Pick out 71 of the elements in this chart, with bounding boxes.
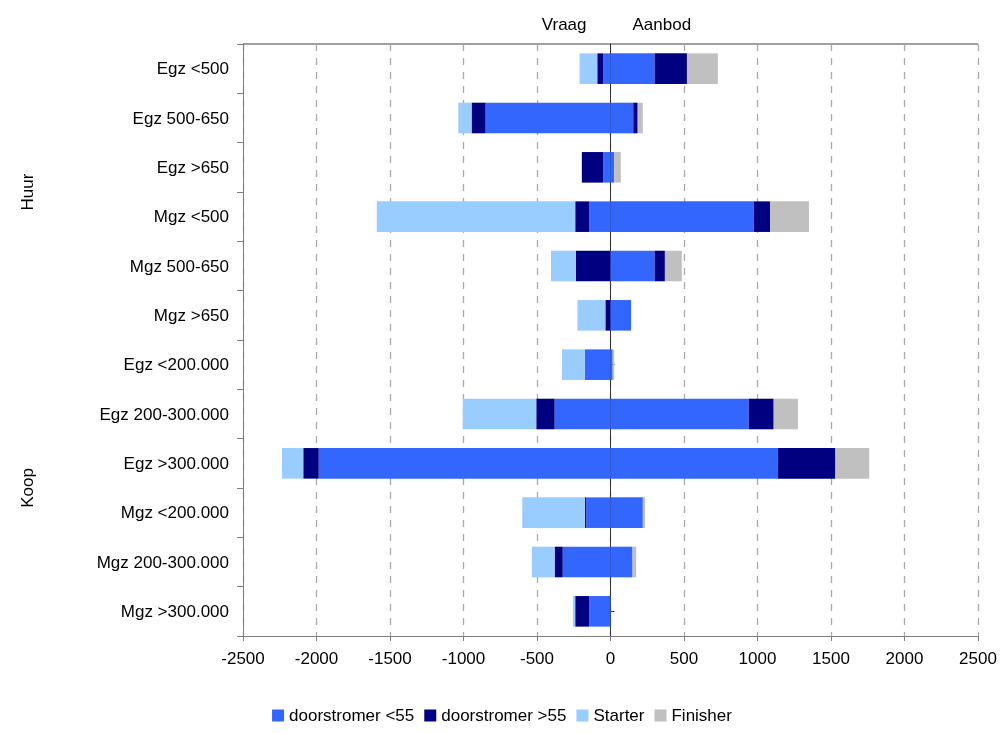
bar [605,300,611,331]
bar [654,250,665,282]
y-tick-label: Mgz 500-650 [129,256,229,276]
bar [610,250,655,282]
x-tick-label: 1000 [738,649,777,668]
y-tick-label: Egz 500-650 [132,108,229,128]
y-tick-label: Mgz 200-300.000 [96,552,229,572]
bar [577,300,606,331]
bar [633,102,638,134]
y-tick-label: Egz 200-300.000 [99,404,229,424]
bar [554,546,563,578]
y-tick-label: Mgz <200.000 [120,503,229,523]
bar [462,398,537,430]
legend-label: Finisher [671,706,733,725]
legend-label: Starter [593,706,645,725]
x-tick-label: -500 [519,649,555,668]
bar [610,300,632,331]
x-tick-label: 2500 [959,649,997,668]
bar [835,448,870,479]
bar [575,201,590,232]
bar [664,250,682,282]
bar [773,398,798,430]
bar [550,250,576,282]
bar [748,398,774,430]
bar [603,152,611,183]
bar [581,152,604,183]
bar [536,398,555,430]
bar [573,596,576,627]
y-tick-label: Egz <500 [156,59,229,79]
bar [575,596,590,627]
y-tick-label: Egz >650 [156,157,229,177]
x-tick-label: 0 [605,649,616,668]
x-tick-label: 2000 [885,649,924,668]
x-tick-label: -1000 [441,649,486,668]
y-tick-label: Egz <200.000 [123,355,229,375]
bar [458,102,472,134]
y-tick-label: Mgz >650 [153,305,229,325]
y-tick-label: Mgz <500 [153,207,229,227]
x-tick-label: 1500 [812,649,850,668]
x-tick-label: -2500 [221,649,265,668]
bar [303,448,319,479]
x-tick-label: -2000 [294,649,339,668]
bar [778,448,836,479]
bar [579,53,598,84]
text: Huur [17,173,37,211]
bar [770,201,809,232]
bar [376,201,576,232]
bar [654,53,687,84]
bar [686,53,718,84]
bar [561,349,585,380]
x-tick-label: 500 [669,649,699,668]
bar [281,448,304,479]
bar [584,349,611,380]
legend-label: doorstromer <55 [289,706,415,725]
bar [597,53,604,84]
text: Aanbod [632,14,692,34]
text: Koop [17,468,37,508]
bar [637,102,643,134]
bar [589,596,611,627]
y-tick-label: Egz >300.000 [123,453,229,473]
y-tick-label: Mgz >300.000 [120,601,229,621]
text: Vraag [541,14,587,34]
bar [575,250,611,282]
bar [531,546,555,578]
bar [522,497,585,528]
x-tick-label: -1500 [368,649,412,668]
bar [614,152,621,183]
bar [642,497,646,528]
bar [471,102,486,134]
bar [753,201,770,232]
legend-label: doorstromer >55 [441,706,567,725]
